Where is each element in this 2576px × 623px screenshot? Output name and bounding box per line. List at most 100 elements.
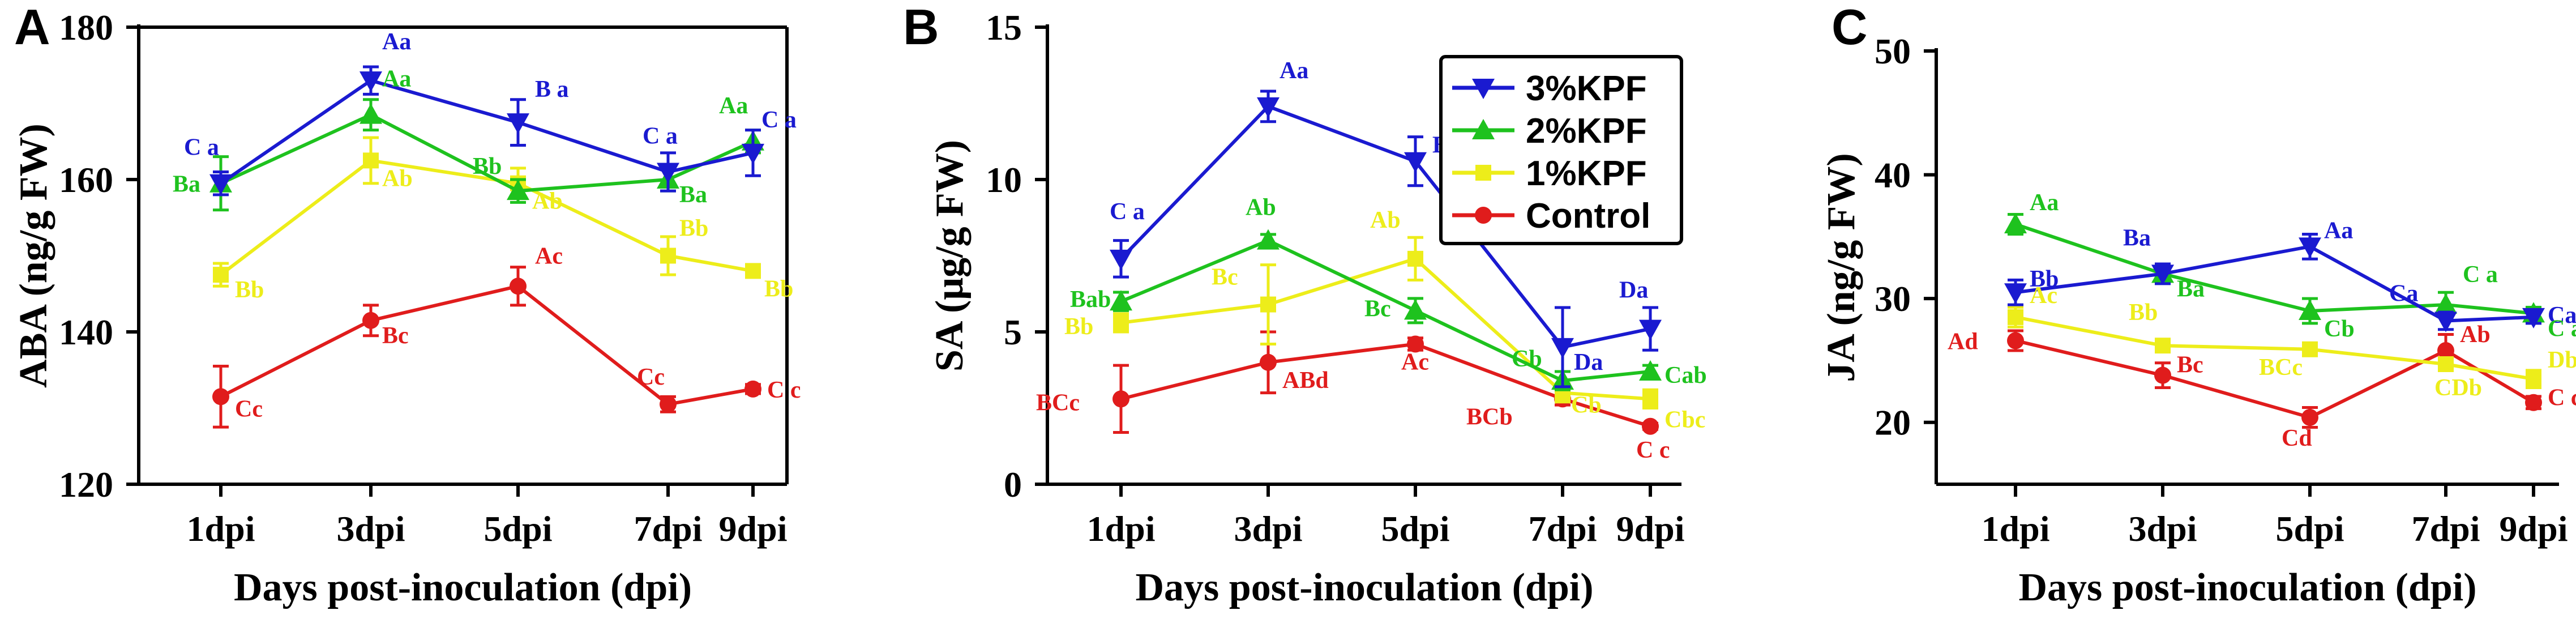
x-tick-label: 5dpi xyxy=(2276,509,2344,549)
y-tick-label: 5 xyxy=(1004,312,1022,352)
x-tick-label: 3dpi xyxy=(337,509,405,549)
data-point xyxy=(213,267,229,283)
y-tick-label: 120 xyxy=(59,464,113,505)
data-point xyxy=(1551,338,1574,359)
x-tick-label: 9dpi xyxy=(1616,509,1685,549)
data-point xyxy=(510,278,527,295)
x-tick-label: 9dpi xyxy=(719,509,788,549)
y-axis-title: SA (μg/g FW) xyxy=(928,140,972,372)
data-point xyxy=(209,174,232,195)
y-tick-label: 50 xyxy=(1875,31,1911,71)
data-label: C a xyxy=(2463,262,2498,288)
data-label: Aa xyxy=(2030,190,2059,216)
data-point xyxy=(2299,300,2321,320)
data-label: Bc xyxy=(1364,296,1391,322)
y-axis-title: JA (ng/g FW) xyxy=(1820,153,1863,382)
data-point xyxy=(1110,249,1132,270)
data-point xyxy=(744,380,761,398)
data-point xyxy=(2434,293,2457,314)
data-point xyxy=(360,103,382,124)
data-label: ABd xyxy=(1282,368,1329,394)
y-tick-label: 20 xyxy=(1875,403,1911,443)
legend-marker xyxy=(1472,119,1495,139)
data-label: Ba xyxy=(2177,276,2205,302)
series-3pct-kpf xyxy=(209,65,764,197)
series-control xyxy=(1112,330,1659,435)
x-tick-label: 3dpi xyxy=(1234,509,1303,549)
data-point xyxy=(2434,312,2457,332)
data-label: Cd xyxy=(2282,425,2312,451)
data-point xyxy=(2437,342,2454,359)
data-label: BCb xyxy=(1466,404,1513,430)
data-label: Ba xyxy=(173,172,200,198)
panel-letter: C xyxy=(1832,0,1868,55)
chart-panel-b: B 0 5 10 15 1dpi 3dpi 5dpi 7dpi 9dpi Days post-ino… xyxy=(903,0,1707,609)
x-tick-label: 7dpi xyxy=(1529,509,1597,549)
data-label: Ca xyxy=(2389,280,2418,306)
data-point xyxy=(1407,335,1424,353)
legend-label: Control xyxy=(1526,197,1650,236)
legend-label: 2%KPF xyxy=(1526,112,1647,151)
data-label: Cc xyxy=(235,396,263,422)
series-control xyxy=(212,266,761,429)
data-label: Ad xyxy=(1948,328,1978,355)
data-label: Bb xyxy=(473,153,502,180)
data-label: C a xyxy=(1110,199,1145,225)
x-tick-label: 1dpi xyxy=(1982,509,2050,549)
data-label: Ba xyxy=(679,182,707,208)
x-tick-label: 3dpi xyxy=(2129,509,2197,549)
legend-marker xyxy=(1475,207,1492,224)
data-label: Bb xyxy=(764,276,793,302)
data-label: Bb xyxy=(235,277,264,303)
data-point xyxy=(2522,308,2545,328)
y-tick-label: 40 xyxy=(1875,155,1911,195)
data-point xyxy=(363,152,379,169)
x-tick-label: 5dpi xyxy=(1381,509,1450,549)
data-point xyxy=(2004,283,2027,304)
data-label: Ac xyxy=(2030,283,2057,309)
data-label: Ab xyxy=(2460,322,2491,348)
data-label: Bb xyxy=(679,216,708,242)
data-label: Ba xyxy=(2123,225,2151,251)
data-point xyxy=(1260,296,1276,313)
data-label: Aa xyxy=(719,93,748,119)
data-point xyxy=(2525,394,2542,411)
x-tick-label: 5dpi xyxy=(484,509,553,549)
data-label: B a xyxy=(535,76,569,103)
series-line xyxy=(2015,223,2534,315)
data-label: Bc xyxy=(382,323,409,349)
data-point xyxy=(2004,213,2027,233)
data-label: Cc xyxy=(637,364,665,390)
data-label: C c xyxy=(2548,385,2576,411)
data-label: Ab xyxy=(532,189,563,215)
data-label: Ab xyxy=(1370,207,1401,233)
data-label: Ab xyxy=(1246,195,1276,221)
data-label: Aa xyxy=(1280,58,1308,84)
y-tick-label: 160 xyxy=(59,160,113,200)
data-point xyxy=(1404,152,1427,173)
series-3pct-kpf xyxy=(2004,232,2545,332)
series-line xyxy=(220,284,754,406)
data-point xyxy=(2007,332,2024,349)
series-3pct-kpf xyxy=(1110,89,1662,389)
data-point xyxy=(362,312,379,329)
data-label: Cab xyxy=(1664,362,1707,389)
data-label: C a xyxy=(2548,315,2576,342)
series-1pct-kpf xyxy=(2008,305,2541,390)
data-point xyxy=(1407,250,1423,267)
y-tick-label: 15 xyxy=(986,7,1022,48)
data-label: C a xyxy=(761,107,797,133)
y-tick-label: 30 xyxy=(1875,279,1911,319)
data-label: Ac xyxy=(1401,349,1429,375)
data-label: Bc xyxy=(2177,352,2203,378)
data-point xyxy=(1642,391,1658,407)
data-label: Aa xyxy=(2324,217,2353,244)
y-tick-label: 0 xyxy=(1004,464,1022,505)
data-point xyxy=(2301,408,2318,426)
data-label: Db xyxy=(2548,347,2576,373)
data-point xyxy=(657,163,679,184)
data-point xyxy=(1257,97,1280,118)
legend-label: 3%KPF xyxy=(1526,69,1647,108)
